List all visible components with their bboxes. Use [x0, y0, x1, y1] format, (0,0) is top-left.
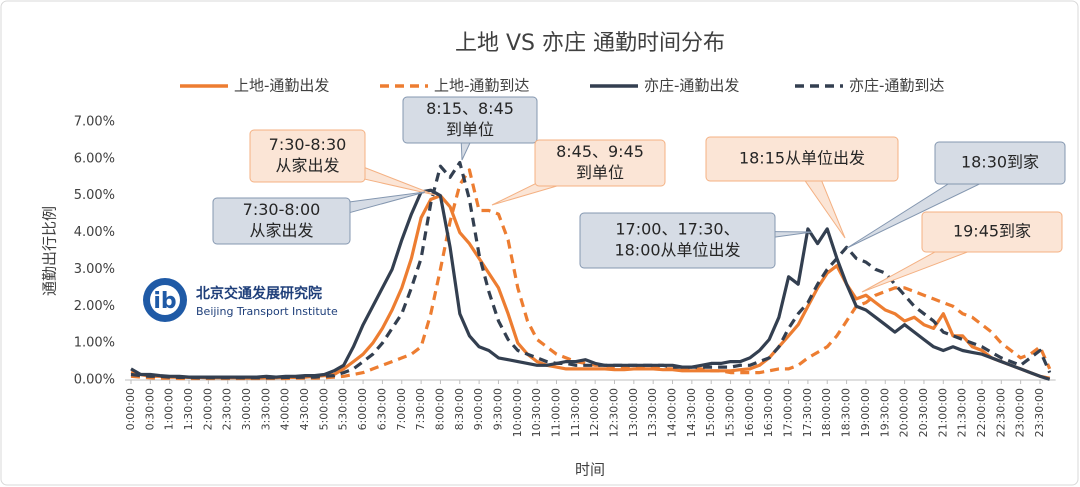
x-tick-label: 18:00:00: [820, 388, 833, 437]
callout-box: [934, 141, 1066, 185]
legend-label: 亦庄-通勤到达: [849, 77, 944, 95]
annotation-text: 7:30-8:00: [243, 200, 321, 219]
x-tick-label: 23:00:00: [1014, 388, 1027, 437]
annotation-text: 17:00、17:30、: [615, 220, 739, 239]
x-tick-label: 8:00:00: [433, 388, 446, 430]
y-tick-label: 1.00%: [74, 336, 115, 351]
annotation: 19:45到家: [861, 211, 1063, 293]
y-axis-label: 通勤出行比例: [41, 206, 59, 296]
x-tick-label: 9:00:00: [472, 388, 485, 430]
x-tick-label: 19:00:00: [859, 388, 872, 437]
annotation-text: 从家出发: [249, 221, 313, 240]
x-tick-label: 11:00:00: [549, 388, 562, 437]
x-tick-label: 6:30:00: [375, 388, 388, 430]
x-tick-label: 4:30:00: [298, 388, 311, 430]
x-tick-label: 13:30:00: [646, 388, 659, 437]
x-tick-label: 16:00:00: [743, 388, 756, 437]
x-tick-label: 11:30:00: [569, 388, 582, 437]
y-tick-label: 6.00%: [74, 151, 115, 166]
callout-box: [212, 197, 351, 245]
series-line: [130, 160, 1052, 380]
x-tick-label: 22:30:00: [994, 388, 1007, 437]
annotation: 7:30-8:00 从家出发: [212, 191, 426, 245]
annotation-text: 从家出发: [275, 156, 339, 175]
x-tick-label: 7:00:00: [395, 388, 408, 430]
x-tick-label: 17:00:00: [782, 388, 795, 437]
annotation: 18:15从单位出发: [705, 136, 899, 239]
x-tick-label: 21:30:00: [956, 388, 969, 437]
x-tick-label: 14:00:00: [666, 388, 679, 437]
x-tick-label: 9:30:00: [491, 388, 504, 430]
annotation: 8:15、8:45 到单位: [402, 96, 538, 161]
callout-box: [249, 129, 366, 183]
annotation-text: 7:30-8:30: [269, 135, 347, 154]
annotation-text: 18:30到家: [961, 153, 1039, 172]
x-tick-label: 14:30:00: [685, 388, 698, 437]
x-tick-label: 18:30:00: [840, 388, 853, 437]
callout-box: [579, 212, 776, 269]
callout-box: [705, 136, 899, 182]
callout-box: [921, 211, 1063, 253]
x-tick-label: 1:00:00: [163, 388, 176, 430]
logo-english: Beijing Transport Institute: [196, 305, 338, 318]
x-tick-label: 12:00:00: [588, 388, 601, 437]
x-tick-label: 17:30:00: [801, 388, 814, 437]
legend-label: 上地-通勤出发: [234, 77, 329, 95]
legend-label: 亦庄-通勤出发: [644, 77, 739, 95]
x-tick-label: 19:30:00: [878, 388, 891, 437]
callout-box: [534, 139, 666, 187]
y-tick-label: 4.00%: [74, 225, 115, 240]
x-tick-label: 21:00:00: [936, 388, 949, 437]
x-tick-label: 6:00:00: [356, 388, 369, 430]
annotation: 17:00、17:30、 18:00从单位出发: [579, 212, 813, 269]
callout-box: [402, 96, 538, 144]
x-tick-label: 7:30:00: [414, 388, 427, 430]
annotation-text: 19:45到家: [953, 222, 1031, 241]
x-tick-label: 0:30:00: [143, 388, 156, 430]
x-tick-label: 5:30:00: [337, 388, 350, 430]
x-tick-label: 1:30:00: [182, 388, 195, 430]
x-tick-label: 3:00:00: [240, 388, 253, 430]
x-tick-label: 3:30:00: [259, 388, 272, 430]
logo: ib 北京交通发展研究院 Beijing Transport Institute: [143, 278, 338, 322]
annotation-text: 18:15从单位出发: [739, 149, 865, 168]
annotation: 8:45、9:45 到单位: [491, 139, 666, 206]
x-tick-label: 5:00:00: [317, 388, 330, 430]
x-tick-label: 22:00:00: [975, 388, 988, 437]
x-tick-label: 8:30:00: [453, 388, 466, 430]
x-tick-label: 20:00:00: [898, 388, 911, 437]
x-tick-label: 10:00:00: [511, 388, 524, 437]
y-tick-label: 7.00%: [74, 115, 115, 130]
chart-title: 上地 VS 亦庄 通勤时间分布: [455, 31, 725, 56]
x-tick-label: 23:30:00: [1033, 388, 1046, 437]
annotation-text: 到单位: [576, 163, 624, 182]
x-tick-label: 13:00:00: [627, 388, 640, 437]
x-tick-label: 12:30:00: [608, 388, 621, 437]
annotation-text: 18:00从单位出发: [614, 241, 740, 260]
svg-text:ib: ib: [153, 289, 176, 314]
x-tick-label: 10:30:00: [530, 388, 543, 437]
logo-name: 北京交通发展研究院: [196, 285, 322, 302]
annotation: 7:30-8:30 从家出发: [249, 129, 436, 196]
y-tick-label: 2.00%: [74, 299, 115, 314]
annotation-text: 8:45、9:45: [556, 142, 644, 161]
x-axis-label: 时间: [575, 461, 605, 479]
legend-label: 上地-通勤到达: [434, 77, 529, 95]
y-tick-label: 5.00%: [74, 188, 115, 203]
x-tick-label: 4:00:00: [279, 388, 292, 430]
x-tick-label: 20:30:00: [917, 388, 930, 437]
annotation-text: 到单位: [446, 120, 494, 139]
y-tick-label: 0.00%: [74, 373, 115, 388]
x-tick-label: 2:00:00: [201, 388, 214, 430]
x-tick-label: 2:30:00: [221, 388, 234, 430]
x-tick-label: 15:30:00: [724, 388, 737, 437]
annotation-text: 8:15、8:45: [426, 99, 514, 118]
annotation: 18:30到家: [846, 141, 1066, 249]
x-tick-label: 16:30:00: [762, 388, 775, 437]
x-tick-label: 15:00:00: [704, 388, 717, 437]
x-tick-label: 0:00:00: [124, 388, 137, 430]
y-tick-label: 3.00%: [74, 262, 115, 277]
